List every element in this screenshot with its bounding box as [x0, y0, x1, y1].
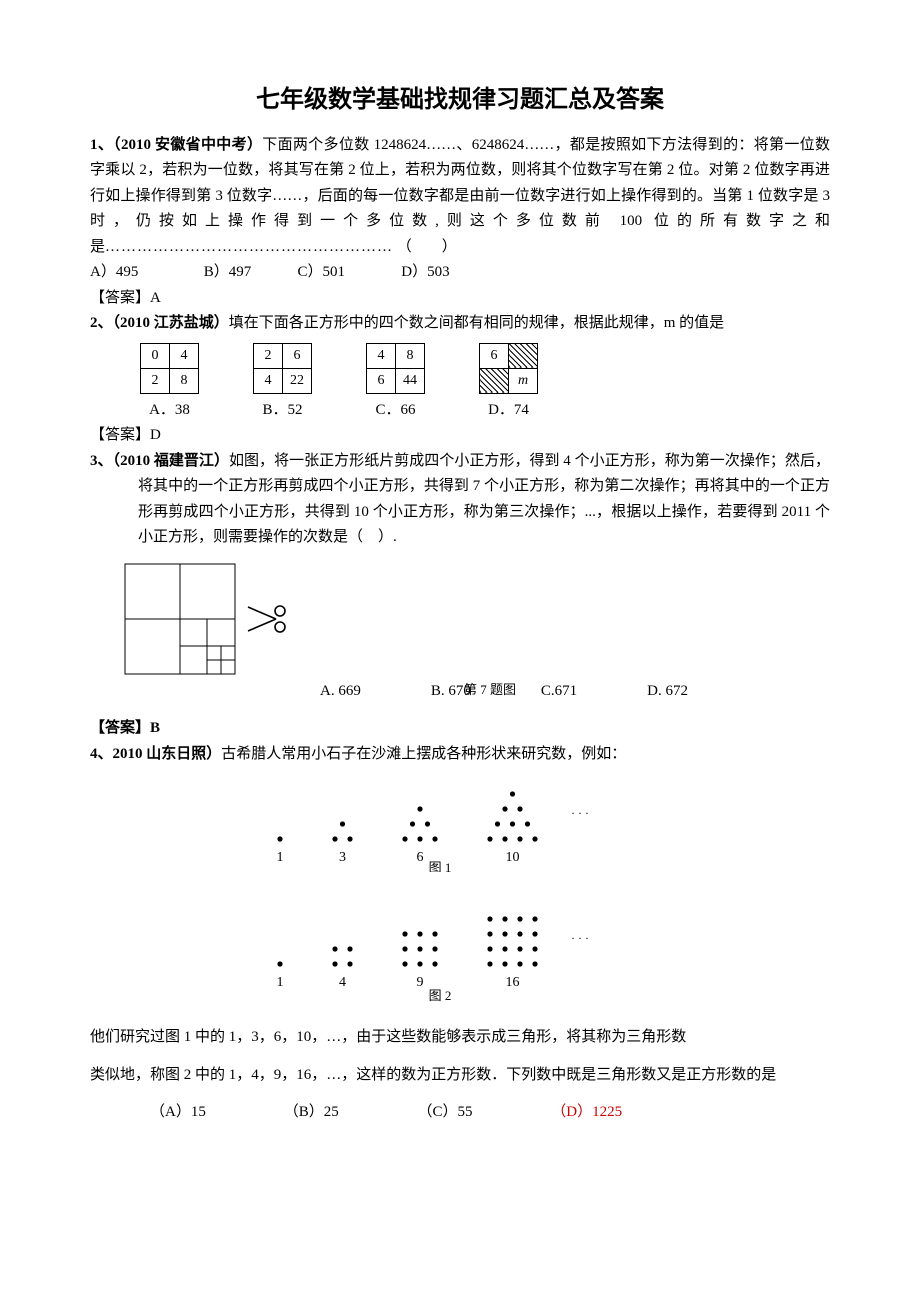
- page-title: 七年级数学基础找规律习题汇总及答案: [90, 80, 830, 121]
- svg-text:· · ·: · · ·: [571, 931, 589, 945]
- q3-opt-a: A. 669: [320, 679, 361, 705]
- q2-boxes: 0428 A．38 26422 B．52 48644 C．66 6m D．74: [90, 343, 830, 424]
- svg-text:4: 4: [339, 975, 346, 990]
- q2-label-c: C．66: [366, 398, 425, 424]
- cell-m: m: [509, 368, 538, 393]
- q2-answer: 【答案】D: [90, 423, 830, 449]
- q2-stem: 2、（2010 江苏盐城）填在下面各正方形中的四个数之间都有相同的规律，根据此规…: [90, 311, 830, 337]
- q4-opt-a: （A）15: [150, 1100, 280, 1126]
- svg-text:3: 3: [339, 850, 346, 865]
- q2-label-a: A．38: [140, 398, 199, 424]
- q4-prefix: 4、2010 山东日照）: [90, 746, 221, 762]
- q3-text: 如图，将一张正方形纸片剪成四个小正方形，得到 4 个小正方形，称为第一次操作；然…: [138, 453, 830, 546]
- q2-box-a: 0428 A．38: [140, 343, 199, 424]
- q4-stem: 4、2010 山东日照）古希腊人常用小石子在沙滩上摆成各种形状来研究数，例如：: [90, 742, 830, 768]
- q1-text: 下面两个多位数 1248624……、6248624……，都是按照如下方法得到的：…: [90, 137, 830, 255]
- q3-square-svg: [120, 559, 240, 679]
- q3-opt-d: D. 672: [647, 679, 688, 705]
- cell: 4: [367, 343, 396, 368]
- cell: 4: [170, 343, 199, 368]
- cell: 8: [170, 368, 199, 393]
- q2-box-b: 26422 B．52: [253, 343, 312, 424]
- q4-p2: 类似地，称图 2 中的 1，4，9，16，…，这样的数为正方形数．下列数中既是三…: [90, 1063, 830, 1089]
- svg-text:1: 1: [277, 850, 284, 865]
- q3-figure: [120, 559, 830, 679]
- svg-text:6: 6: [417, 850, 424, 865]
- q4-text: 古希腊人常用小石子在沙滩上摆成各种形状来研究数，例如：: [221, 746, 626, 762]
- q1-opt-d: D）503: [401, 260, 449, 286]
- fig1-svg: 1 3 6 10 · · · 图 1: [250, 777, 670, 872]
- q2-box-d: 6m D．74: [479, 343, 538, 424]
- q4-fig1: 1 3 6 10 · · · 图 1: [90, 777, 830, 882]
- q4-fig2: 1 4 9 16 · · · 图 2: [90, 892, 830, 1012]
- cell-hatch: [509, 343, 538, 368]
- cell: 6: [480, 343, 509, 368]
- q2-label-b: B．52: [253, 398, 312, 424]
- q2-label-d: D．74: [479, 398, 538, 424]
- svg-text:10: 10: [506, 850, 520, 865]
- q3-opt-c: C.671: [541, 679, 577, 705]
- q1-stem: 1、（2010 安徽省中中考）下面两个多位数 1248624……、6248624…: [90, 133, 830, 261]
- cell: 4: [254, 368, 283, 393]
- svg-text:图 2: 图 2: [429, 988, 452, 1002]
- q3-prefix: 3、（2010 福建晋江）: [90, 453, 229, 469]
- q4-opt-d: （D）1225: [551, 1100, 622, 1126]
- cell: 8: [396, 343, 425, 368]
- fig2-svg: 1 4 9 16 · · · 图 2: [250, 892, 670, 1002]
- q4-p1: 他们研究过图 1 中的 1，3，6，10，…，由于这些数能够表示成三角形，将其称…: [90, 1025, 830, 1051]
- svg-text:图 1: 图 1: [429, 860, 452, 872]
- svg-text:9: 9: [417, 975, 424, 990]
- cell: 0: [141, 343, 170, 368]
- cell: 22: [283, 368, 312, 393]
- svg-text:1: 1: [277, 975, 284, 990]
- q4-opt-b: （B）25: [284, 1100, 414, 1126]
- cell: 44: [396, 368, 425, 393]
- cell: 6: [283, 343, 312, 368]
- q1-prefix: 1、（2010 安徽省中中考）: [90, 137, 262, 153]
- q1-opt-c: C）501: [298, 260, 398, 286]
- q4-opt-c: （C）55: [418, 1100, 548, 1126]
- q3-answer: 【答案】B: [90, 716, 830, 742]
- cell: 2: [254, 343, 283, 368]
- cell: 2: [141, 368, 170, 393]
- q1-answer: 【答案】A: [90, 286, 830, 312]
- q1-opt-b: B）497: [204, 260, 294, 286]
- q2-box-c: 48644 C．66: [366, 343, 425, 424]
- cell: 6: [367, 368, 396, 393]
- cell-hatch: [480, 368, 509, 393]
- q2-text: 填在下面各正方形中的四个数之间都有相同的规律，根据此规律，m 的值是: [229, 315, 724, 331]
- q4-options: （A）15 （B）25 （C）55 （D）1225: [90, 1100, 830, 1126]
- q1-paren: （ ）: [397, 239, 457, 255]
- q1-opt-a: A）495: [90, 260, 200, 286]
- q3-options: A. 669 B. 670 C.671 D. 672: [90, 679, 830, 705]
- q1-options: A）495 B）497 C）501 D）503: [90, 260, 830, 286]
- q3-opt-b: B. 670: [431, 679, 471, 705]
- scissors-icon: [246, 599, 290, 639]
- q2-prefix: 2、（2010 江苏盐城）: [90, 315, 229, 331]
- q3-stem: 3、（2010 福建晋江）如图，将一张正方形纸片剪成四个小正方形，得到 4 个小…: [90, 449, 830, 551]
- q1-dots: ………………………………………………: [105, 239, 393, 255]
- svg-text:· · ·: · · ·: [571, 806, 589, 820]
- svg-text:16: 16: [506, 975, 520, 990]
